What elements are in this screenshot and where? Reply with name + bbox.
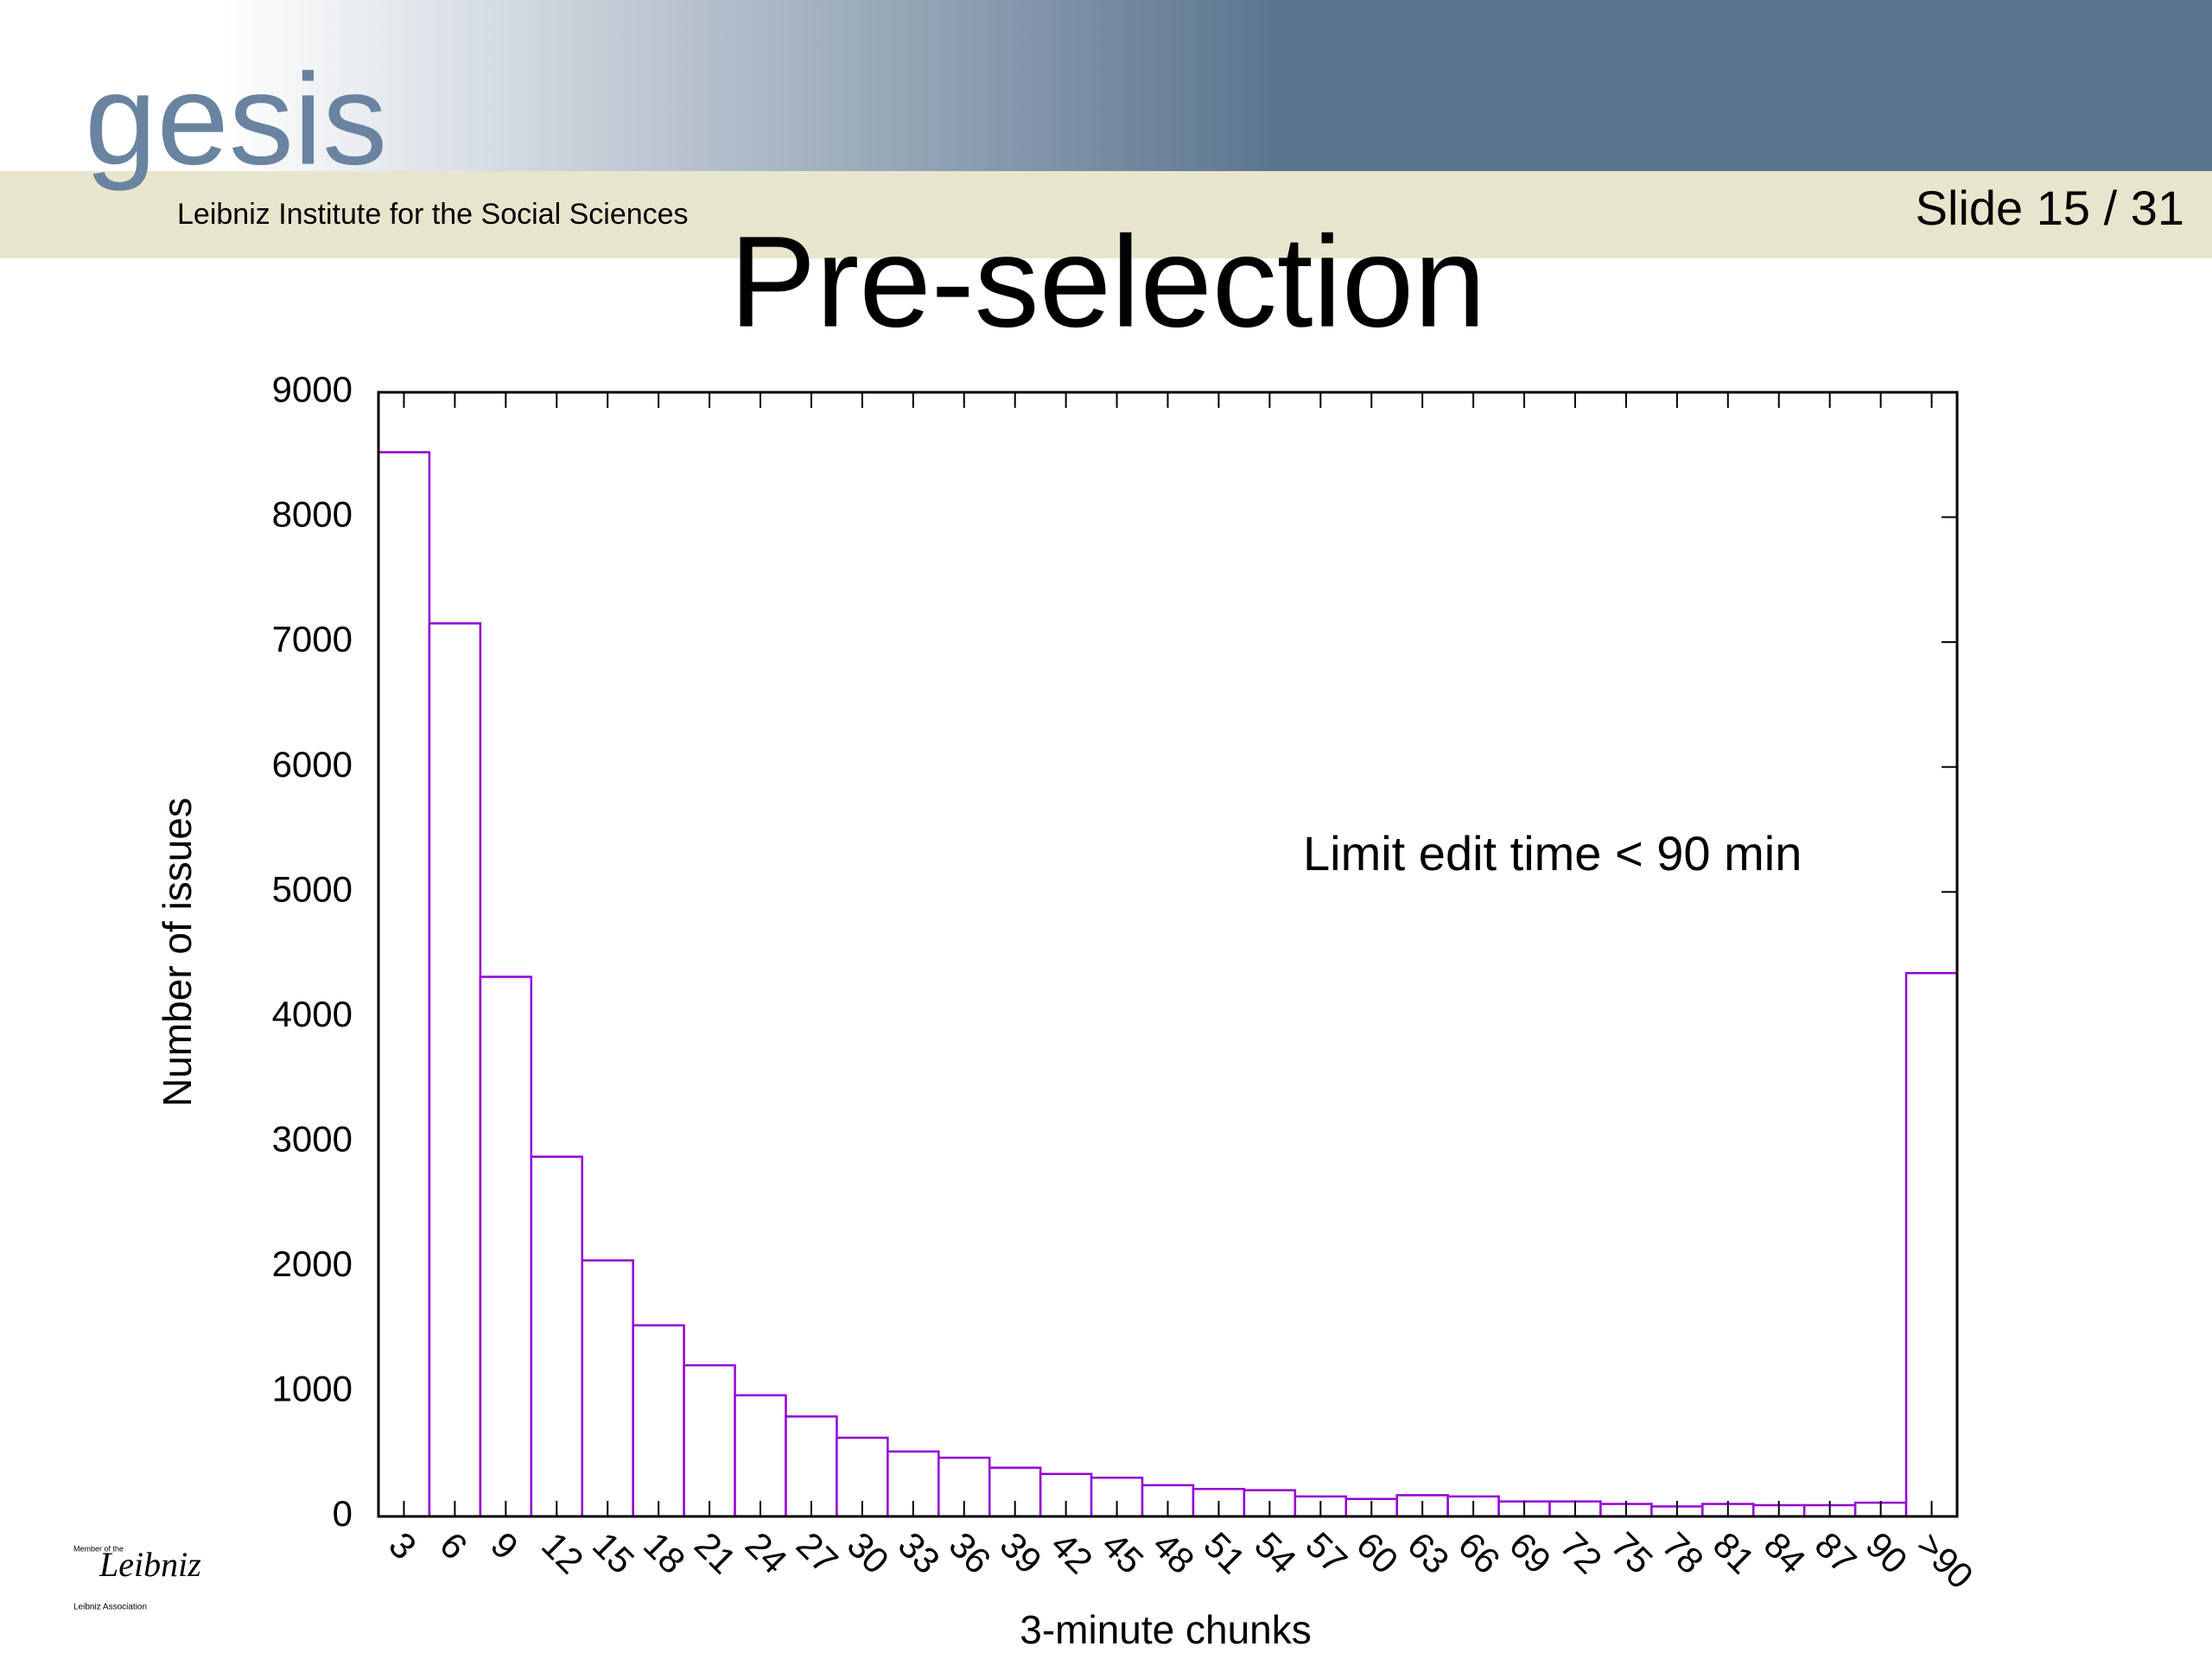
- y-tick-label: 7000: [272, 619, 353, 659]
- bar: [734, 1394, 787, 1518]
- bar: [1904, 971, 1959, 1518]
- x-tick-label: 72: [1553, 1524, 1610, 1581]
- x-tick-label: 51: [1196, 1524, 1253, 1581]
- x-axis-label: 3-minute chunks: [1020, 1607, 1312, 1652]
- x-tick-label: 81: [1706, 1524, 1763, 1581]
- x-tick-label: 57: [1298, 1524, 1355, 1581]
- bar: [377, 451, 431, 1518]
- x-tick-label: >90: [1909, 1524, 1981, 1597]
- bar: [1039, 1472, 1093, 1518]
- y-tick-label: 2000: [272, 1243, 353, 1284]
- x-tick-label: 60: [1349, 1524, 1406, 1581]
- x-tick-label: 3: [381, 1524, 424, 1567]
- x-tick-label: 84: [1757, 1524, 1814, 1581]
- y-axis-label: Number of issues: [155, 798, 200, 1107]
- x-tick-label: 39: [992, 1524, 1049, 1581]
- member-of: Member of the: [73, 1544, 124, 1553]
- x-tick-label: 24: [738, 1524, 795, 1581]
- x-tick-label: 36: [942, 1524, 999, 1581]
- x-tick-label: 21: [687, 1524, 744, 1581]
- bar: [479, 976, 533, 1518]
- bar: [683, 1363, 736, 1518]
- leibniz-association: Leibniz Association: [73, 1603, 147, 1612]
- x-tick-label: 33: [891, 1524, 948, 1581]
- x-tick-label: 9: [483, 1524, 526, 1567]
- plot-frame: [377, 391, 1959, 1518]
- slide-number: Slide 15 / 31: [1916, 181, 2184, 235]
- bar: [530, 1155, 583, 1518]
- x-tick-label: 66: [1451, 1524, 1508, 1581]
- x-tick-label: 45: [1094, 1524, 1151, 1581]
- bar: [581, 1259, 634, 1518]
- y-tick-label: 1000: [272, 1369, 353, 1409]
- banner: [0, 0, 2212, 171]
- x-tick-label: 90: [1858, 1524, 1915, 1581]
- x-tick-label: 87: [1807, 1524, 1864, 1581]
- y-tick-label: 3000: [272, 1118, 353, 1159]
- y-tick-label: 0: [333, 1493, 353, 1534]
- x-tick-label: 12: [534, 1524, 591, 1581]
- leibniz-logo: Leibniz: [99, 1545, 201, 1584]
- x-tick-label: 48: [1145, 1524, 1202, 1581]
- x-tick-label: 15: [585, 1524, 642, 1581]
- x-tick-label: 6: [432, 1524, 475, 1567]
- x-tick-label: 18: [636, 1524, 693, 1581]
- y-tick-label: 6000: [272, 744, 353, 785]
- x-tick-label: 54: [1247, 1524, 1304, 1581]
- y-tick-label: 8000: [272, 494, 353, 535]
- x-tick-label: 78: [1655, 1524, 1712, 1581]
- x-tick-label: 63: [1400, 1524, 1457, 1581]
- x-tick-label: 30: [840, 1524, 897, 1581]
- x-tick-label: 69: [1502, 1524, 1559, 1581]
- institute: Leibniz Institute for the Social Science…: [177, 198, 689, 231]
- x-tick-label: 42: [1043, 1524, 1100, 1581]
- title: Pre-selection: [729, 209, 1485, 354]
- x-tick-label: 27: [789, 1524, 846, 1581]
- band: [0, 171, 2212, 258]
- y-tick-label: 5000: [272, 868, 353, 909]
- bar: [428, 622, 482, 1518]
- x-tick-label: 75: [1604, 1524, 1661, 1581]
- bar: [632, 1324, 685, 1518]
- annotation: Limit edit time < 90 min: [1303, 826, 1802, 880]
- logo: gesis: [85, 47, 387, 192]
- y-tick-label: 4000: [272, 994, 353, 1034]
- y-tick-label: 9000: [272, 369, 353, 410]
